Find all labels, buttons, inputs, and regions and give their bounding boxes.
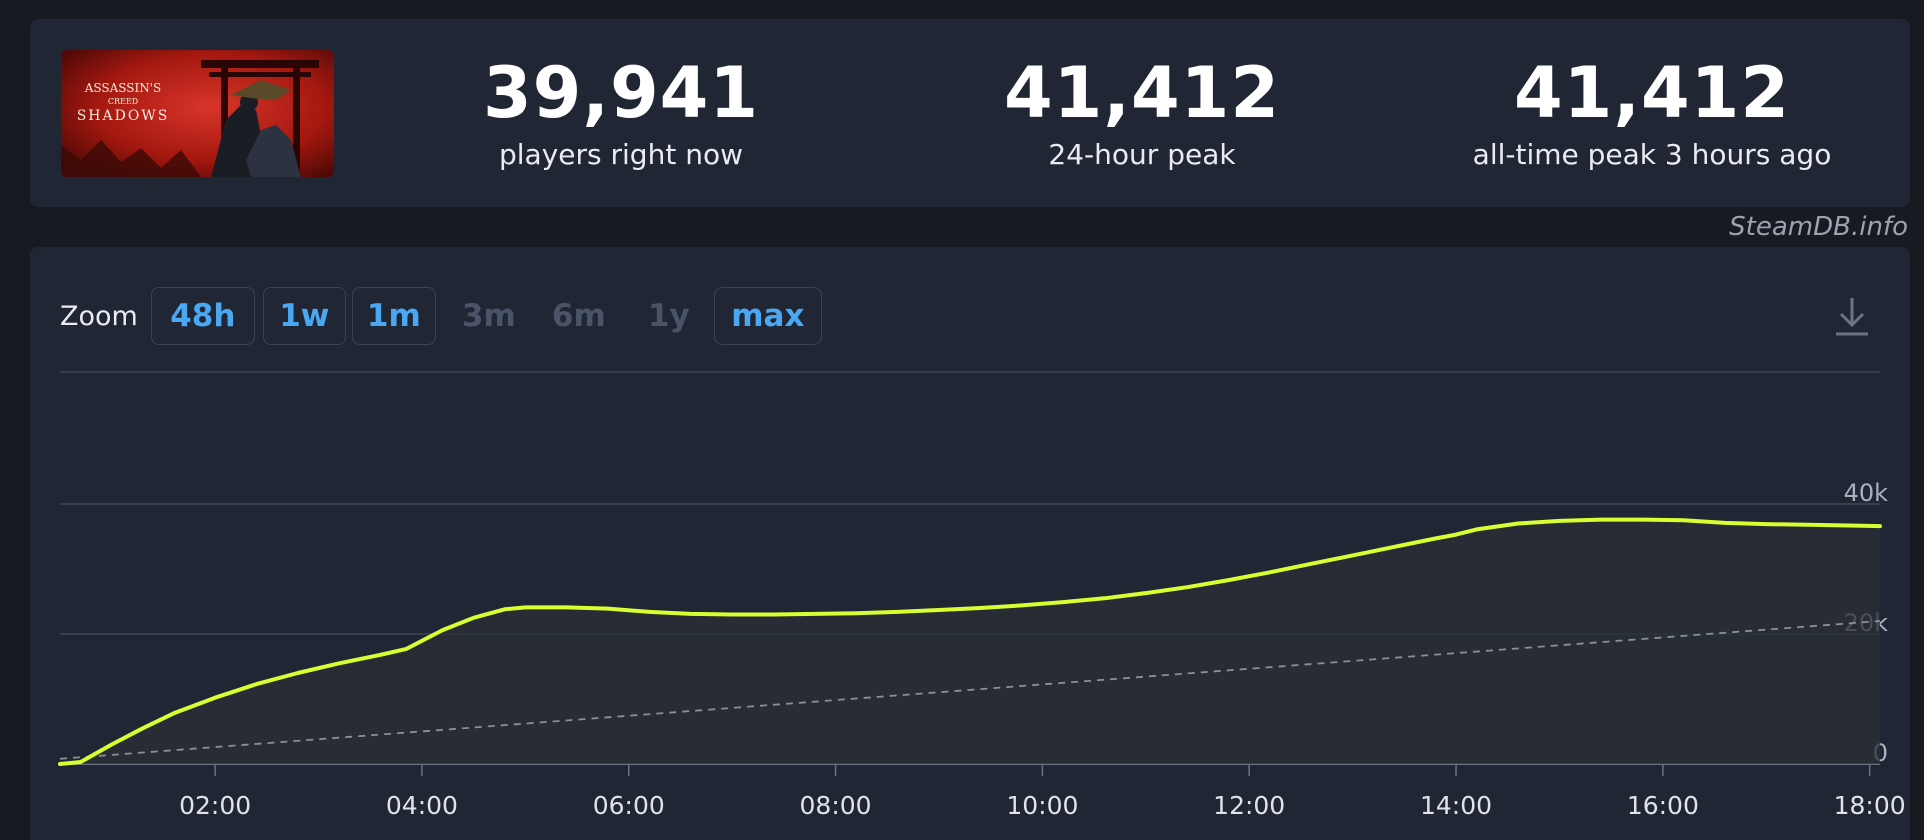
x-tick-label: 18:00	[1834, 791, 1906, 820]
x-tick-label: 02:00	[179, 791, 251, 820]
zoom-button-1m[interactable]: 1m	[351, 287, 436, 345]
stat-players-now: 39,941 players right now	[341, 49, 901, 173]
download-button[interactable]	[1824, 287, 1880, 345]
stat-all-time-peak: 41,412 all-time peak 3 hours ago	[1372, 49, 1924, 173]
stat-24h-peak: 41,412 24-hour peak	[862, 49, 1422, 173]
stats-panel: ASSASSIN'S CREED SHADOWS 39,941 players …	[30, 19, 1910, 207]
steamdb-watermark[interactable]: SteamDB.info	[1729, 212, 1908, 242]
peak-24h-label: 24-hour peak	[1048, 138, 1236, 171]
x-tick-label: 12:00	[1213, 791, 1285, 820]
cover-title-line3: SHADOWS	[77, 108, 170, 124]
zoom-button-1w[interactable]: 1w	[262, 287, 346, 345]
x-tick-label: 10:00	[1006, 791, 1078, 820]
x-tick-label: 08:00	[800, 791, 872, 820]
cover-title-line2: CREED	[108, 97, 138, 106]
download-icon	[1836, 298, 1868, 336]
series-area	[60, 519, 1880, 764]
y-tick-label: 40k	[1844, 479, 1889, 507]
players-now-value: 39,941	[482, 52, 760, 134]
zoom-button-max[interactable]: max	[713, 287, 822, 345]
game-cover-image[interactable]: ASSASSIN'S CREED SHADOWS	[61, 50, 334, 177]
zoom-button-3m[interactable]: 3m	[461, 298, 516, 334]
zoom-controls: Zoom 48h 1w 1m 3m 6m 1y max	[60, 287, 822, 345]
cover-title-line1: ASSASSIN'S	[84, 81, 162, 95]
players-now-label: players right now	[499, 138, 743, 171]
trend-line	[59, 620, 1881, 760]
x-tick-label: 06:00	[593, 791, 665, 820]
peak-24h-value: 41,412	[1003, 52, 1281, 134]
player-count-chart[interactable]: 020k40k02:0004:0006:0008:0010:0012:0014:…	[30, 247, 1910, 840]
zoom-label: Zoom	[60, 300, 138, 332]
zoom-button-48h[interactable]: 48h	[150, 287, 255, 345]
all-time-peak-value: 41,412	[1513, 52, 1791, 134]
players-series-line	[58, 517, 1882, 766]
all-time-peak-label: all-time peak 3 hours ago	[1472, 138, 1832, 171]
x-tick-label: 14:00	[1420, 791, 1492, 820]
x-tick-label: 04:00	[386, 791, 458, 820]
zoom-button-6m[interactable]: 6m	[551, 298, 606, 334]
x-tick-label: 16:00	[1627, 791, 1699, 820]
zoom-button-1y[interactable]: 1y	[647, 298, 690, 334]
